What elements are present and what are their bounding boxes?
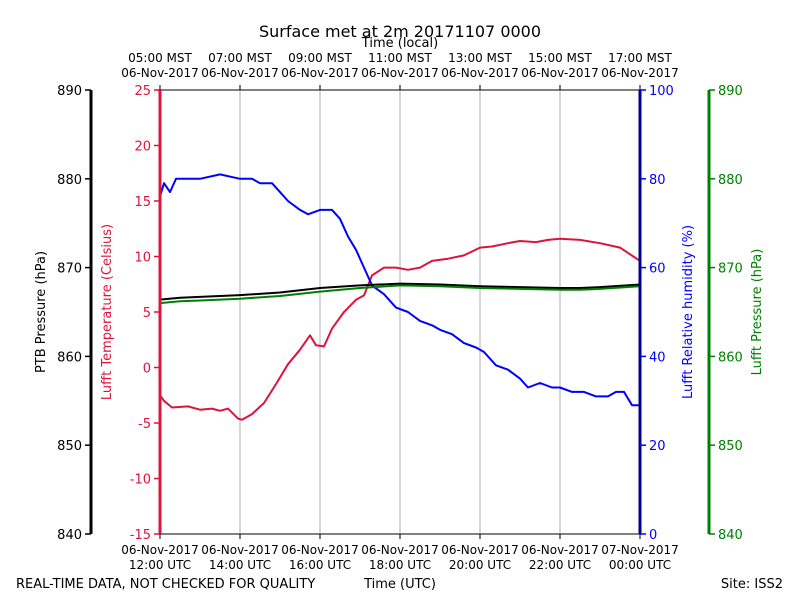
humidity-tick-label: 60 [649,262,666,277]
ptb-pressure-tick-label: 840 [57,528,82,543]
x-tick-label-local-time: 13:00 MST [448,51,512,65]
x-tick-label-utc-time: 16:00 UTC [289,558,351,572]
temperature-tick-label: 15 [134,195,151,210]
humidity-tick-label: 100 [649,84,674,99]
x-tick-label-utc-date: 06-Nov-2017 [281,543,359,557]
quality-disclaimer: REAL-TIME DATA, NOT CHECKED FOR QUALITY [16,577,315,592]
x-tick-label-utc-date: 06-Nov-2017 [521,543,599,557]
temperature-tick-label: 10 [134,251,151,266]
x-tick-label-local-time: 09:00 MST [288,51,352,65]
lufft-relative-humidity-line [159,173,640,407]
x-tick-label-local-date: 06-Nov-2017 [521,66,599,80]
x-tick-label-utc-time: 20:00 UTC [449,558,511,572]
x-tick-label-local-time: 15:00 MST [528,51,592,65]
x-tick-label-local-time: 11:00 MST [368,51,432,65]
ptb-pressure-tick-label: 870 [57,262,82,277]
top-axis-label: Time (local) [361,36,438,51]
x-tick-label-utc-date: 06-Nov-2017 [201,543,279,557]
temperature-tick-label: 5 [143,306,151,321]
x-tick-label-local-time: 07:00 MST [208,51,272,65]
x-gridlines [239,90,561,534]
ptb-pressure-line [159,282,641,301]
ptb-pressure-tick-label: 850 [57,439,82,454]
x-tick-label-local-date: 06-Nov-2017 [361,66,439,80]
humidity-tick-label: 40 [649,350,666,365]
x-tick-label-utc-time: 00:00 UTC [609,558,671,572]
x-tick-label-utc-date: 06-Nov-2017 [361,543,439,557]
x-tick-label-utc-time: 14:00 UTC [209,558,271,572]
temperature-tick-label: -10 [130,473,151,488]
ptb-pressure-tick-label: 890 [57,84,82,99]
humidity-tick-label: 0 [649,528,657,543]
lufft-pressure-line [159,284,641,305]
x-tick-label-local-time: 17:00 MST [608,51,672,65]
ptb-pressure-axis-label: PTB Pressure (hPa) [34,251,49,373]
x-tick-label-utc-time: 22:00 UTC [529,558,591,572]
temperature-tick-label: 0 [143,362,151,377]
ptb-pressure-tick-label: 880 [57,173,82,188]
x-tick-label-utc-time: 12:00 UTC [129,558,191,572]
lufft-temperature-line [159,237,641,421]
y-ticks: 840 850 860 870 880 890 -15 -10 -5 0 5 10 15 20 25 0 20 4… [57,84,743,543]
temperature-tick-label: 25 [134,84,151,99]
x-tick-label-local-date: 06-Nov-2017 [121,66,199,80]
humidity-tick-label: 80 [649,173,666,188]
lufft-pressure-axis-label: Lufft Pressure (hPa) [750,249,765,376]
lufft-pressure-tick-label: 890 [718,84,743,99]
bottom-axis-label: Time (UTC) [363,577,436,592]
temperature-tick-label: 20 [134,140,151,155]
temperature-tick-label: -15 [130,528,151,543]
temperature-tick-label: -5 [138,417,151,432]
x-tick-label-utc-time: 18:00 UTC [369,558,431,572]
x-tick-label-utc-date: 06-Nov-2017 [441,543,519,557]
x-tick-label-local-date: 06-Nov-2017 [201,66,279,80]
x-tick-label-utc-date: 06-Nov-2017 [121,543,199,557]
x-tick-label-local-date: 06-Nov-2017 [601,66,679,80]
lufft-pressure-tick-label: 850 [718,439,743,454]
x-tick-label-utc-date: 07-Nov-2017 [601,543,679,557]
series-group [159,173,641,421]
lufft-pressure-tick-label: 880 [718,173,743,188]
humidity-tick-label: 20 [649,439,666,454]
x-tick-label-local-date: 06-Nov-2017 [281,66,359,80]
x-tick-label-local-date: 06-Nov-2017 [441,66,519,80]
lufft-pressure-tick-label: 840 [718,528,743,543]
temperature-axis-label: Lufft Temperature (Celsius) [100,224,115,400]
lufft-pressure-tick-label: 860 [718,350,743,365]
chart-title: Surface met at 2m 20171107 0000 [259,22,541,41]
lufft-pressure-tick-label: 870 [718,262,743,277]
x-tick-label-local-time: 05:00 MST [128,51,192,65]
humidity-axis-label: Lufft Relative humidity (%) [681,225,696,399]
site-label: Site: ISS2 [721,577,783,592]
ptb-pressure-tick-label: 860 [57,350,82,365]
